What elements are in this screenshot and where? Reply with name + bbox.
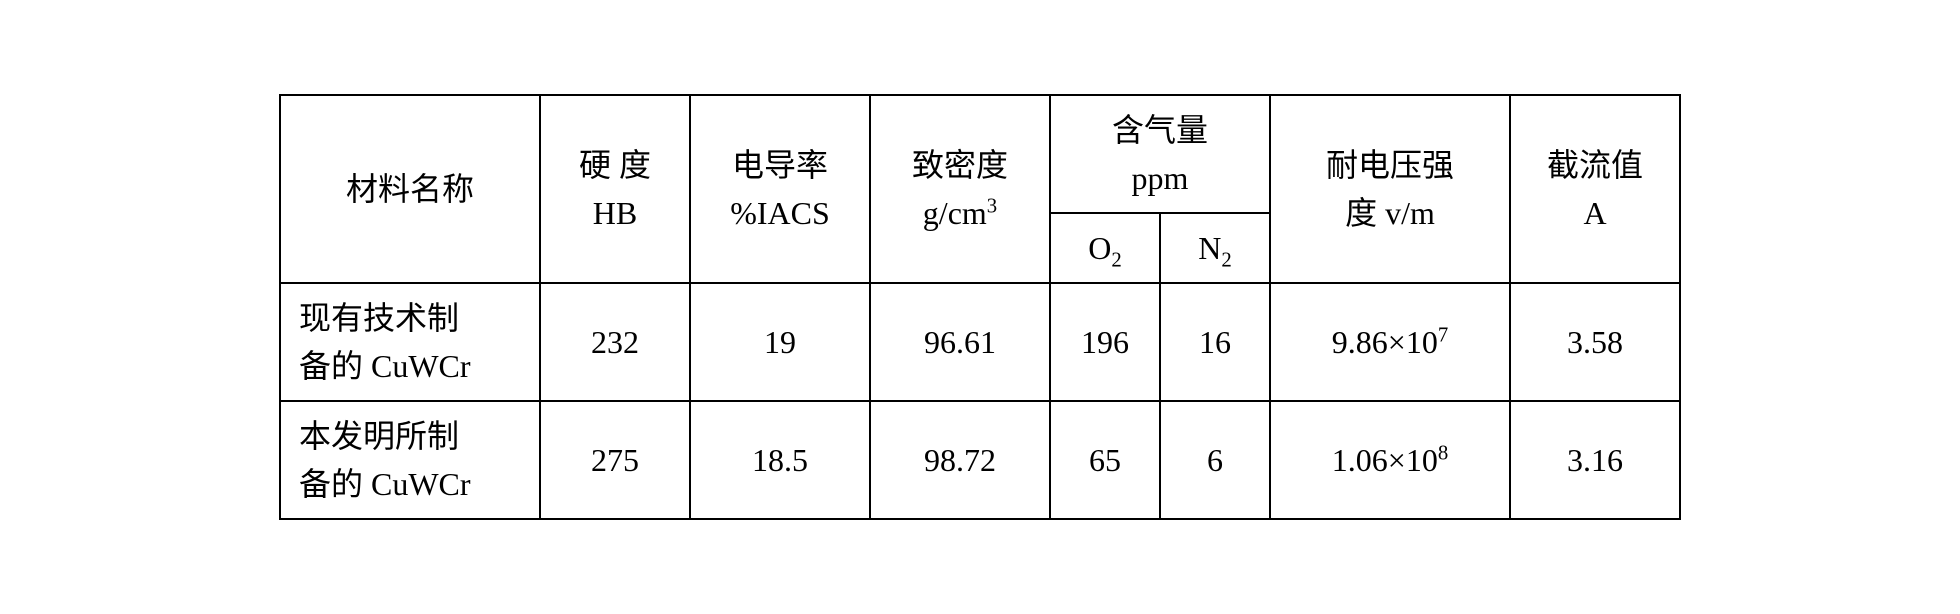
cell-conductivity: 19 (690, 283, 870, 401)
header-hardness-line1: 硬 度 (579, 147, 651, 183)
header-gas-line1: 含气量 (1112, 112, 1208, 148)
header-voltage-line2: 度 v/m (1345, 195, 1435, 231)
comparison-table: 材料名称 硬 度 HB 电导率 %IACS 致密度 g/cm3 含气量 ppm … (279, 94, 1681, 520)
header-material-name-text: 材料名称 (346, 171, 474, 207)
header-hardness: 硬 度 HB (540, 95, 690, 283)
cell-n2: 16 (1160, 283, 1270, 401)
header-hardness-line2: HB (593, 195, 637, 231)
header-n2-base: N (1198, 230, 1221, 266)
header-n2: N2 (1160, 213, 1270, 283)
header-gas-content: 含气量 ppm (1050, 95, 1270, 213)
table-row: 本发明所制 备的 CuWCr 275 18.5 98.72 65 6 1.06×… (280, 401, 1680, 519)
header-row-1: 材料名称 硬 度 HB 电导率 %IACS 致密度 g/cm3 含气量 ppm … (280, 95, 1680, 213)
cell-name-line2: 备的 CuWCr (299, 348, 471, 384)
cell-o2: 65 (1050, 401, 1160, 519)
header-density-line1: 致密度 (912, 147, 1008, 183)
header-density-line2-prefix: g/cm (923, 195, 987, 231)
cell-name-line1: 本发明所制 (299, 418, 459, 454)
header-voltage-line1: 耐电压强 (1326, 147, 1454, 183)
table-header: 材料名称 硬 度 HB 电导率 %IACS 致密度 g/cm3 含气量 ppm … (280, 95, 1680, 283)
cell-material-name: 现有技术制 备的 CuWCr (280, 283, 540, 401)
header-density-sup: 3 (987, 194, 997, 217)
header-o2-base: O (1088, 230, 1111, 266)
cell-n2: 6 (1160, 401, 1270, 519)
header-n2-sub: 2 (1221, 248, 1231, 271)
cell-voltage-sup: 8 (1438, 441, 1448, 464)
table-row: 现有技术制 备的 CuWCr 232 19 96.61 196 16 9.86×… (280, 283, 1680, 401)
header-conductivity-line2: %IACS (730, 195, 830, 231)
cell-voltage-base: 9.86×10 (1332, 324, 1438, 360)
header-conductivity-line1: 电导率 (732, 147, 828, 183)
cell-hardness: 232 (540, 283, 690, 401)
cell-density: 96.61 (870, 283, 1050, 401)
cell-material-name: 本发明所制 备的 CuWCr (280, 401, 540, 519)
header-density: 致密度 g/cm3 (870, 95, 1050, 283)
cell-density: 98.72 (870, 401, 1050, 519)
header-current: 截流值 A (1510, 95, 1680, 283)
header-current-line1: 截流值 (1547, 147, 1643, 183)
cell-voltage: 1.06×108 (1270, 401, 1510, 519)
table-body: 现有技术制 备的 CuWCr 232 19 96.61 196 16 9.86×… (280, 283, 1680, 519)
header-o2-sub: 2 (1111, 248, 1121, 271)
header-o2: O2 (1050, 213, 1160, 283)
cell-voltage-base: 1.06×10 (1332, 442, 1438, 478)
cell-current: 3.16 (1510, 401, 1680, 519)
cell-name-line1: 现有技术制 (299, 300, 459, 336)
cell-o2: 196 (1050, 283, 1160, 401)
header-current-line2: A (1583, 195, 1606, 231)
cell-voltage-sup: 7 (1438, 323, 1448, 346)
cell-voltage: 9.86×107 (1270, 283, 1510, 401)
header-gas-line2: ppm (1132, 160, 1189, 196)
header-material-name: 材料名称 (280, 95, 540, 283)
cell-current: 3.58 (1510, 283, 1680, 401)
header-conductivity: 电导率 %IACS (690, 95, 870, 283)
cell-conductivity: 18.5 (690, 401, 870, 519)
cell-hardness: 275 (540, 401, 690, 519)
header-voltage: 耐电压强 度 v/m (1270, 95, 1510, 283)
cell-name-line2: 备的 CuWCr (299, 466, 471, 502)
